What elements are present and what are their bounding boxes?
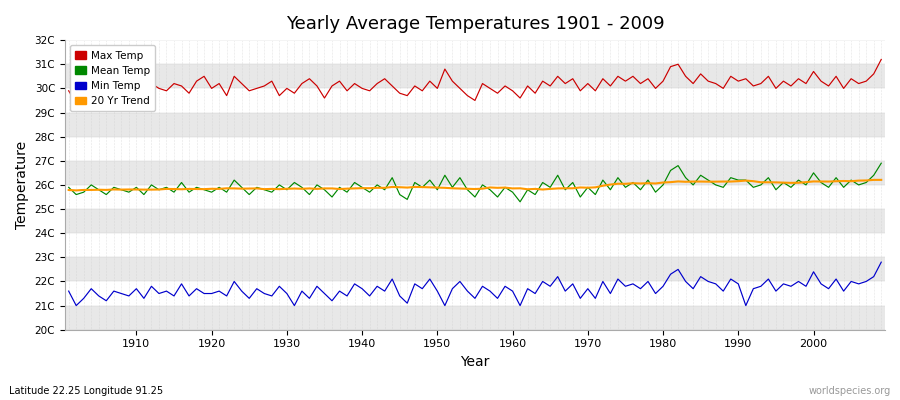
- Title: Yearly Average Temperatures 1901 - 2009: Yearly Average Temperatures 1901 - 2009: [285, 15, 664, 33]
- Bar: [65, 16, 885, 40]
- Bar: [65, 112, 885, 137]
- Y-axis label: Temperature: Temperature: [15, 141, 29, 229]
- Text: Latitude 22.25 Longitude 91.25: Latitude 22.25 Longitude 91.25: [9, 386, 163, 396]
- Bar: [65, 64, 885, 88]
- Bar: [65, 161, 885, 185]
- Bar: [65, 209, 885, 233]
- Text: worldspecies.org: worldspecies.org: [809, 386, 891, 396]
- X-axis label: Year: Year: [460, 355, 490, 369]
- Bar: [65, 257, 885, 282]
- Bar: [65, 306, 885, 330]
- Legend: Max Temp, Mean Temp, Min Temp, 20 Yr Trend: Max Temp, Mean Temp, Min Temp, 20 Yr Tre…: [70, 45, 156, 111]
